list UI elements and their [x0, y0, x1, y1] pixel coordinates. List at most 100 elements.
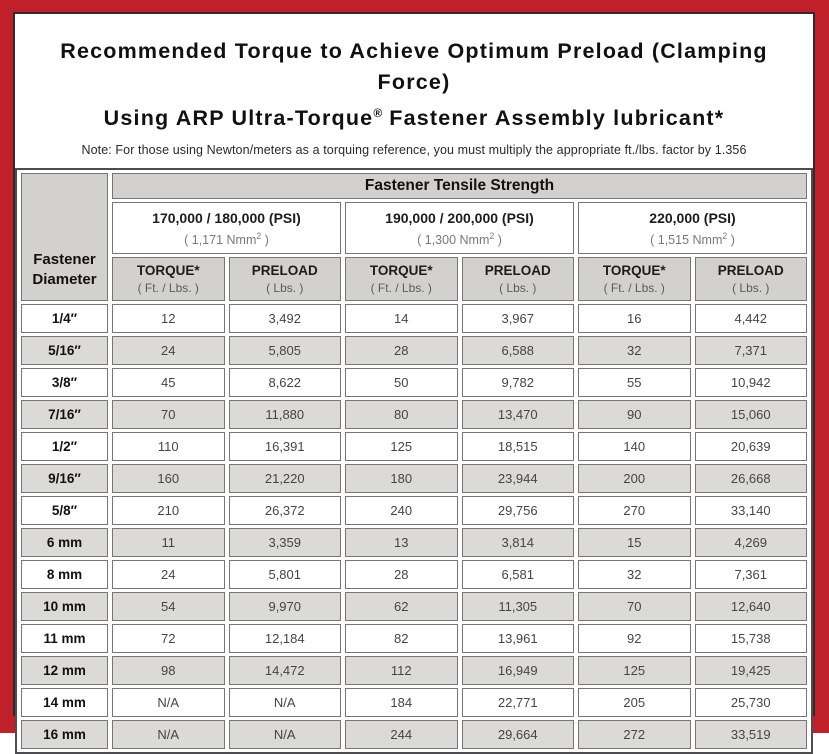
torque-table: Fastener Diameter Fastener Tensile Streng…: [15, 168, 813, 754]
row-diameter: 5/8″: [21, 496, 108, 526]
cell-value: 3,359: [228, 528, 341, 558]
cell-value: 125: [345, 432, 458, 462]
table-row: 10 mm 54 9,970 62 11,305 70 12,640: [21, 592, 807, 622]
cell-value: 24: [112, 560, 225, 590]
cell-value: 7,371: [694, 336, 807, 366]
cell-value: 22,771: [461, 688, 574, 718]
cell-value: 16,949: [461, 656, 574, 686]
preload-column-header: PRELOAD( Lbs. ): [461, 257, 574, 302]
cell-value: 32: [578, 336, 691, 366]
row-diameter: 1/4″: [21, 304, 108, 334]
title-line2: Using ARP Ultra-Torque® Fastener Assembl…: [103, 106, 725, 131]
row-diameter: 9/16″: [21, 464, 108, 494]
cell-value: 112: [345, 656, 458, 686]
torque-column-header: TORQUE*( Ft. / Lbs. ): [345, 257, 458, 302]
cell-value: 62: [345, 592, 458, 622]
cell-value: 12: [112, 304, 225, 334]
strength-group-190-200: 190,000 / 200,000 (PSI) ( 1,300 Nmm2 ): [345, 202, 574, 255]
cell-value: 21,220: [228, 464, 341, 494]
cell-value: 7,361: [694, 560, 807, 590]
cell-value: 20,639: [694, 432, 807, 462]
cell-value: 80: [345, 400, 458, 430]
cell-value: 8,622: [228, 368, 341, 398]
row-diameter: 3/8″: [21, 368, 108, 398]
note-text: Note: For those using Newton/meters as a…: [81, 143, 747, 158]
cell-value: 13,961: [461, 624, 574, 654]
cell-value: 18,515: [461, 432, 574, 462]
cell-value: 3,814: [461, 528, 574, 558]
registered-trademark-symbol: ®: [373, 106, 383, 120]
cell-value: 200: [578, 464, 691, 494]
table-row: 12 mm 98 14,472 112 16,949 125 19,425: [21, 656, 807, 686]
cell-value: 19,425: [694, 656, 807, 686]
cell-value: 3,967: [461, 304, 574, 334]
row-diameter: 11 mm: [21, 624, 108, 654]
cell-value: 11,305: [461, 592, 574, 622]
cell-value: 28: [345, 336, 458, 366]
table-row: 1/2″ 110 16,391 125 18,515 140 20,639: [21, 432, 807, 462]
cell-value: 26,372: [228, 496, 341, 526]
cell-value: 5,805: [228, 336, 341, 366]
cell-value: 98: [112, 656, 225, 686]
table-row: 8 mm 24 5,801 28 6,581 32 7,361: [21, 560, 807, 590]
cell-value: 13,470: [461, 400, 574, 430]
cell-value: N/A: [112, 688, 225, 718]
cell-value: 9,970: [228, 592, 341, 622]
cell-value: 12,640: [694, 592, 807, 622]
cell-value: 244: [345, 720, 458, 750]
cell-value: N/A: [112, 720, 225, 750]
row-diameter: 12 mm: [21, 656, 108, 686]
content-panel: Recommended Torque to Achieve Optimum Pr…: [13, 12, 815, 754]
cell-value: 13: [345, 528, 458, 558]
cell-value: 9,782: [461, 368, 574, 398]
cell-value: 160: [112, 464, 225, 494]
cell-value: 70: [112, 400, 225, 430]
row-diameter: 6 mm: [21, 528, 108, 558]
cell-value: N/A: [228, 688, 341, 718]
table-row: 5/16″ 24 5,805 28 6,588 32 7,371: [21, 336, 807, 366]
cell-value: 210: [112, 496, 225, 526]
cell-value: 32: [578, 560, 691, 590]
cell-value: 29,664: [461, 720, 574, 750]
header-row-main: Fastener Diameter Fastener Tensile Streng…: [21, 173, 807, 302]
cell-value: N/A: [228, 720, 341, 750]
preload-column-header: PRELOAD( Lbs. ): [228, 257, 341, 302]
corner-header-fastener-diameter: Fastener Diameter: [21, 173, 108, 302]
cell-value: 110: [112, 432, 225, 462]
cell-value: 29,756: [461, 496, 574, 526]
cell-value: 16: [578, 304, 691, 334]
cell-value: 14: [345, 304, 458, 334]
cell-value: 205: [578, 688, 691, 718]
cell-value: 92: [578, 624, 691, 654]
cell-value: 180: [345, 464, 458, 494]
cell-value: 272: [578, 720, 691, 750]
title-section: Recommended Torque to Achieve Optimum Pr…: [15, 14, 813, 168]
cell-value: 5,801: [228, 560, 341, 590]
row-diameter: 5/16″: [21, 336, 108, 366]
table-row: 6 mm 11 3,359 13 3,814 15 4,269: [21, 528, 807, 558]
cell-value: 10,942: [694, 368, 807, 398]
cell-value: 3,492: [228, 304, 341, 334]
row-diameter: 8 mm: [21, 560, 108, 590]
cell-value: 15: [578, 528, 691, 558]
cell-value: 16,391: [228, 432, 341, 462]
cell-value: 12,184: [228, 624, 341, 654]
cell-value: 4,442: [694, 304, 807, 334]
cell-value: 240: [345, 496, 458, 526]
row-diameter: 10 mm: [21, 592, 108, 622]
table-row: 11 mm 72 12,184 82 13,961 92 15,738: [21, 624, 807, 654]
row-diameter: 7/16″: [21, 400, 108, 430]
cell-value: 14,472: [228, 656, 341, 686]
row-diameter: 14 mm: [21, 688, 108, 718]
cell-value: 55: [578, 368, 691, 398]
table-row: 7/16″ 70 11,880 80 13,470 90 15,060: [21, 400, 807, 430]
cell-value: 90: [578, 400, 691, 430]
cell-value: 45: [112, 368, 225, 398]
cell-value: 28: [345, 560, 458, 590]
table-row: 3/8″ 45 8,622 50 9,782 55 10,942: [21, 368, 807, 398]
cell-value: 140: [578, 432, 691, 462]
cell-value: 125: [578, 656, 691, 686]
table-row: 5/8″ 210 26,372 240 29,756 270 33,140: [21, 496, 807, 526]
cell-value: 54: [112, 592, 225, 622]
